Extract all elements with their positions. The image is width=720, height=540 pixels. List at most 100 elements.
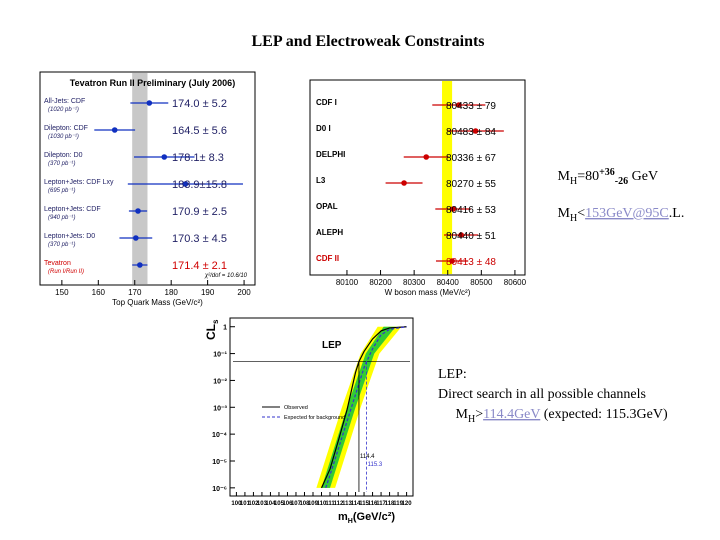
x-tick-label: 108 [299, 501, 310, 507]
annotation: χ²/dof = 10.6/10 [204, 273, 248, 279]
data-point [111, 127, 118, 133]
reference-label: 114.4 [360, 454, 375, 460]
category-label: L3 [316, 176, 326, 185]
text: (expected: 115.3GeV) [540, 407, 668, 422]
data-point [135, 208, 141, 214]
x-tick-label: 80400 [437, 278, 460, 287]
x-tick-label: 118 [385, 501, 395, 507]
category-label: All-Jets: CDF [44, 98, 85, 105]
data-point [472, 128, 479, 134]
category-label: CDF II [316, 254, 339, 263]
text: < [577, 206, 585, 221]
x-tick-label: 114 [351, 501, 361, 507]
x-tick-label: 190 [201, 288, 215, 297]
x-axis-label: Top Quark Mass (GeV/c²) [112, 298, 203, 307]
x-tick-label: 112 [334, 501, 344, 507]
legend-label: Expected for background [284, 415, 345, 421]
value-label: 174.0 ± 5.2 [172, 98, 227, 110]
text: s [211, 319, 220, 324]
x-tick-label: 113 [342, 501, 352, 507]
category-label: Lepton+Jets: D0 [44, 233, 95, 240]
band [132, 73, 148, 284]
text: H [570, 213, 577, 224]
link-text: 153GeV@95C [585, 206, 669, 221]
text: H [468, 414, 475, 425]
value-label: 171.4 ± 2.1 [172, 260, 227, 272]
x-tick-label: 107 [291, 501, 302, 507]
series-line [325, 326, 407, 489]
category-sublabel: (1020 pb⁻¹) [48, 107, 79, 113]
value-label: 80336 ± 67 [446, 153, 496, 164]
x-tick-label: 101 [240, 501, 251, 507]
text: (GeV/c²) [353, 511, 396, 523]
text: GeV [628, 169, 658, 184]
x-tick-label: 160 [92, 288, 106, 297]
category-sublabel: (Run I/Run II) [48, 269, 84, 275]
text: -26 [615, 176, 628, 187]
value-label: 178.1± 8.3 [172, 152, 224, 164]
value-label: 80416 ± 53 [446, 205, 496, 216]
lep-limit: MH>114.4GeV (expected: 115.3GeV) [438, 407, 678, 425]
text: > [475, 407, 483, 422]
x-tick-label: 115 [359, 501, 369, 507]
x-tick-label: 80200 [369, 278, 392, 287]
w-fit-note: MH=80+36-26 GeV [540, 167, 668, 187]
w-limit-note: MH<153GeV@95C.L. [540, 206, 695, 224]
data-point [182, 181, 189, 187]
plot-frame [309, 79, 526, 276]
y-axis-label: CLs [204, 319, 220, 340]
data-point [161, 154, 168, 160]
data-point [449, 258, 455, 264]
value-label: 170.3 ± 4.5 [172, 233, 227, 245]
category-sublabel: (940 pb⁻¹) [48, 215, 76, 221]
chart-title: LEP [322, 340, 342, 351]
category-label: Dilepton: CDF [44, 125, 88, 132]
x-tick-label: 80100 [336, 278, 359, 287]
value-label: 183.9±15.8 [172, 179, 227, 191]
lep-line: Direct search in all possible channels [438, 387, 646, 402]
category-label: CDF I [316, 98, 337, 107]
data-point [146, 100, 153, 106]
text: M [456, 407, 469, 422]
data-point [137, 262, 143, 268]
band [321, 326, 396, 488]
slide-title: LEP and Electroweak Constraints [251, 33, 484, 50]
text: H [348, 518, 353, 525]
category-sublabel: (1030 pb⁻¹) [48, 134, 79, 140]
text: M [558, 169, 571, 184]
x-tick-label: 106 [282, 501, 293, 507]
x-tick-label: 109 [308, 501, 319, 507]
category-label: OPAL [316, 202, 338, 211]
y-tick-label: 10⁻⁶ [212, 486, 227, 493]
value-label: 170.9 ± 2.5 [172, 206, 227, 218]
y-tick-label: 10⁻⁴ [212, 432, 227, 439]
y-tick-label: 10⁻³ [213, 405, 227, 412]
text: M [558, 206, 571, 221]
band [442, 81, 453, 274]
x-tick-label: 102 [248, 501, 259, 507]
y-tick-label: 10⁻² [213, 378, 227, 385]
y-tick-label: 10⁻¹ [213, 352, 227, 359]
category-label: Lepton+Jets: CDF Lxy [44, 179, 114, 186]
text: +36 [599, 167, 615, 178]
value-label: 80270 ± 55 [446, 179, 496, 190]
value-label: 80440 ± 51 [446, 231, 496, 242]
x-tick-label: 180 [165, 288, 179, 297]
chart-title: Tevatron Run II Preliminary (July 2006) [70, 78, 235, 88]
data-point [401, 180, 407, 186]
text: CL [204, 324, 218, 340]
x-tick-label: 103 [257, 501, 268, 507]
category-label: ALEPH [316, 228, 343, 237]
category-sublabel: (370 pb⁻¹) [48, 242, 76, 248]
x-tick-label: 105 [274, 501, 285, 507]
text: H [570, 176, 577, 187]
category-label: DELPHI [316, 150, 345, 159]
value-label: 80483 ± 84 [446, 127, 496, 138]
category-label: Lepton+Jets: CDF [44, 206, 101, 213]
x-tick-label: 119 [393, 501, 403, 507]
x-tick-label: 80600 [504, 278, 527, 287]
x-tick-label: 120 [402, 501, 413, 507]
y-tick-label: 10⁻⁵ [212, 459, 227, 466]
x-tick-label: 170 [128, 288, 142, 297]
